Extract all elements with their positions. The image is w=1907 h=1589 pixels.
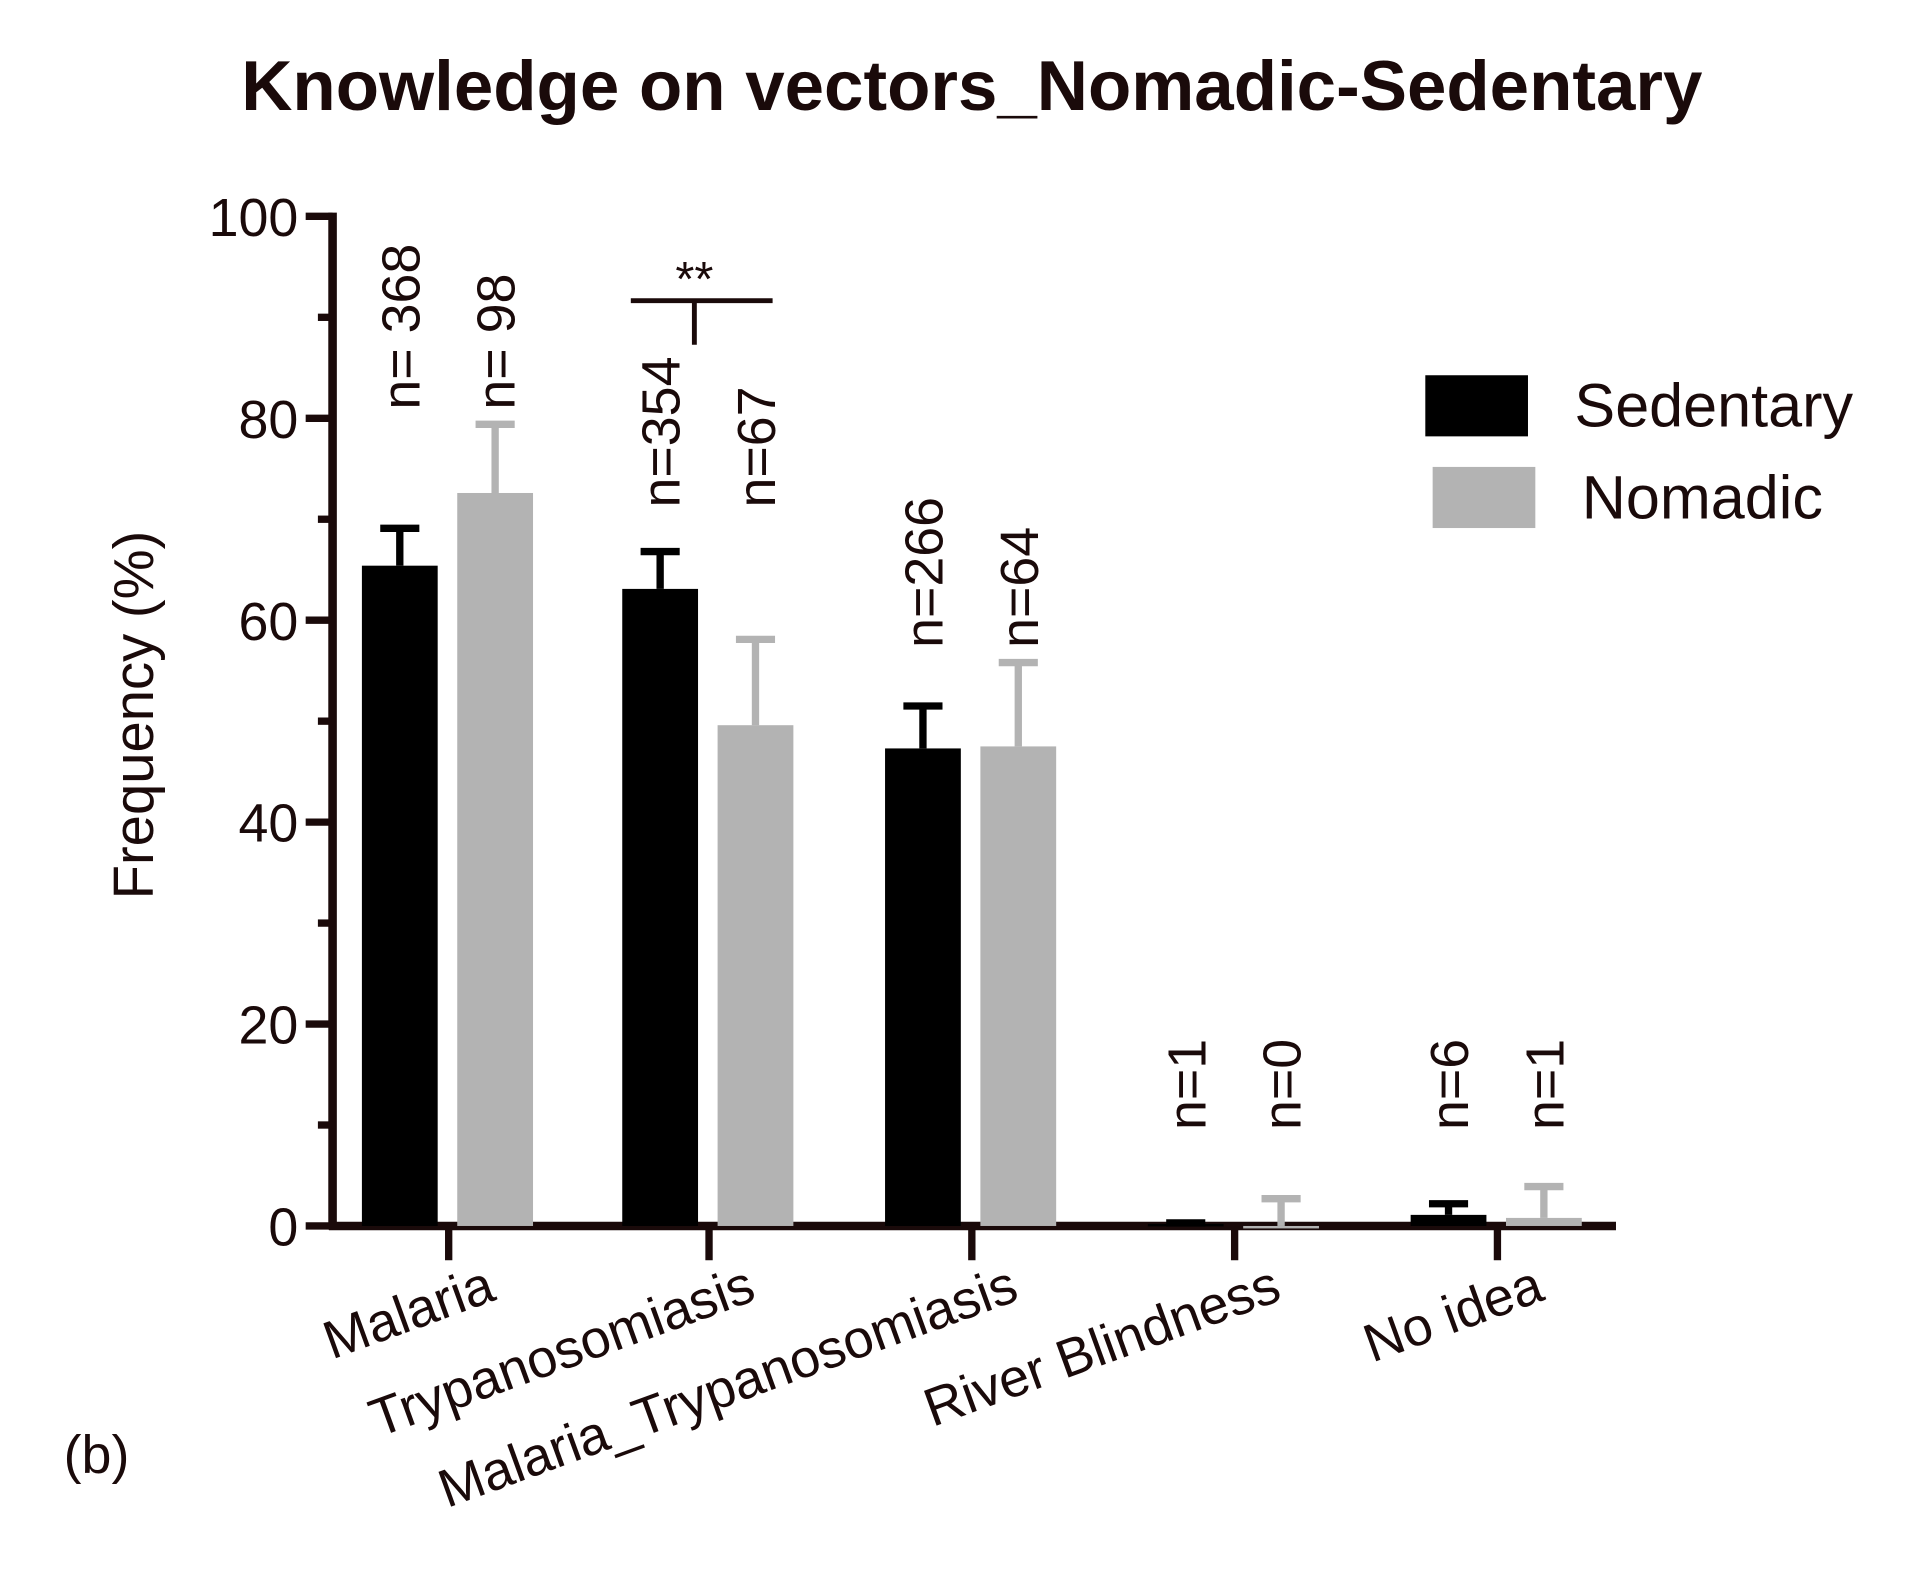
- bar: [457, 492, 534, 1226]
- sample-size-label: n= 368: [371, 244, 431, 410]
- sample-size-label: n=67: [727, 386, 787, 507]
- legend-label: Sedentary: [1574, 372, 1853, 440]
- legend-label: Nomadic: [1582, 463, 1823, 531]
- sample-size-label: n=0: [1253, 1039, 1313, 1130]
- sample-size-label: n=1: [1157, 1039, 1217, 1130]
- bar: [1243, 1225, 1319, 1229]
- significance-label: **: [675, 253, 713, 307]
- sample-size-label: n=354: [632, 357, 692, 508]
- x-tick-label: No idea: [1356, 1254, 1551, 1374]
- chart-title: Knowledge on vectors_Nomadic-Sedentary: [241, 47, 1703, 126]
- bar: [885, 748, 961, 1226]
- y-axis-label: Frequency (%): [102, 531, 165, 900]
- bar: [1505, 1217, 1582, 1226]
- y-tick-label: 80: [239, 390, 299, 450]
- bar: [1147, 1223, 1224, 1227]
- legend-swatch: [1432, 466, 1536, 529]
- bar: [717, 725, 794, 1226]
- legend-swatch: [1425, 375, 1528, 437]
- y-tick-label: 100: [209, 188, 299, 248]
- sample-size-label: n=1: [1515, 1039, 1575, 1130]
- sample-size-label: n=6: [1420, 1039, 1480, 1130]
- sample-size-label: n=64: [990, 527, 1050, 648]
- sample-size-label: n= 98: [467, 274, 527, 410]
- y-tick-label: 60: [239, 592, 299, 652]
- bar: [361, 565, 438, 1226]
- panel-label: (b): [64, 1425, 130, 1485]
- bar: [1410, 1214, 1487, 1226]
- bar: [980, 746, 1057, 1226]
- bar: [622, 588, 699, 1226]
- sample-size-label: n=266: [894, 497, 954, 648]
- y-tick-label: 20: [239, 996, 299, 1056]
- y-tick-label: 40: [239, 794, 299, 854]
- y-tick-label: 0: [268, 1198, 298, 1258]
